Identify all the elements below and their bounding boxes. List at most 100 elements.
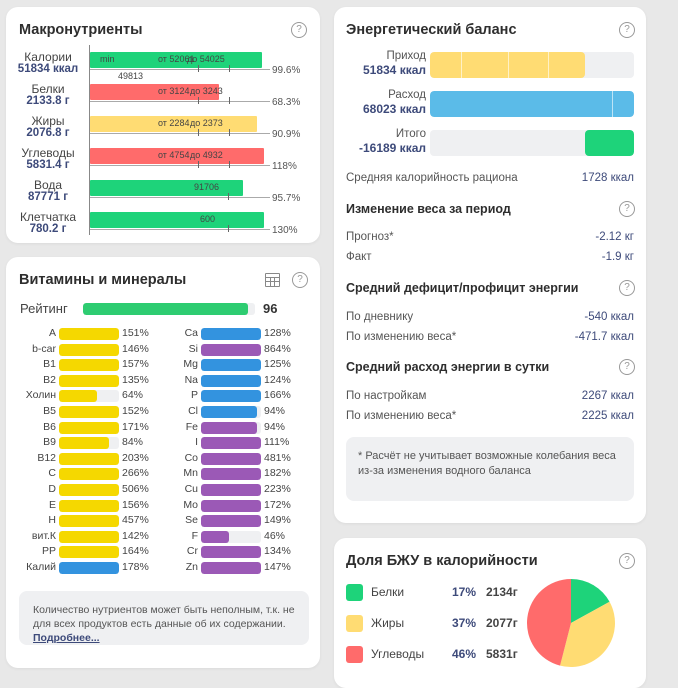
help-icon[interactable]: ? — [619, 201, 635, 217]
bju-legend-item: Углеводы 46% 5831г — [346, 646, 526, 664]
legend-grams: 5831г — [486, 647, 518, 661]
energy-title: Энергетический баланс — [346, 22, 517, 38]
macro-range-line — [90, 69, 270, 70]
legend-grams: 2134г — [486, 585, 518, 599]
macro-value: 2133.8 г — [26, 95, 70, 107]
vitamin-row: b-car 146% — [8, 343, 158, 357]
bju-legend-item: Жиры 37% 2077г — [346, 615, 526, 633]
more-link[interactable]: Подробнее... — [33, 632, 100, 644]
macro-bar — [90, 212, 264, 228]
vitamin-bar — [59, 499, 119, 512]
macro-row: Клетчатка 780.2 г 600 130% — [6, 210, 320, 243]
row-label: По изменению веса* — [346, 410, 457, 422]
vitamin-bar-fill — [59, 437, 110, 450]
vitamin-name: B2 — [43, 373, 56, 386]
vitamin-bar-fill — [59, 421, 119, 434]
vitamin-bar-fill — [201, 546, 261, 559]
macro-range-label: от 52061 — [158, 54, 195, 64]
macro-percent: 90.9% — [272, 129, 301, 140]
energy-bar-value: -16189 ккал — [358, 141, 426, 155]
energy-bar-label: Расход — [388, 89, 426, 101]
vitamin-percent: 134% — [264, 545, 291, 558]
macro-name: Вода — [33, 178, 63, 192]
vitamin-bar-fill — [201, 530, 229, 543]
macro-range-line — [90, 197, 270, 198]
vitamin-bar-fill — [59, 343, 119, 356]
vitamin-name: Se — [185, 514, 198, 527]
help-icon[interactable]: ? — [619, 280, 635, 296]
deficit-title: Средний дефицит/профицит энергии — [346, 281, 579, 295]
macro-bar — [90, 84, 219, 100]
vitamin-bar-fill — [201, 515, 261, 528]
table-icon[interactable] — [265, 273, 280, 287]
macro-tick — [229, 161, 230, 168]
deficit-weight-row: По изменению веса* -471.7 ккал — [346, 331, 634, 343]
vitamin-row: Cr 134% — [150, 545, 300, 559]
vitamin-name: Cr — [186, 545, 198, 558]
help-icon[interactable]: ? — [619, 359, 635, 375]
energy-balance-card: Энергетический баланс ? Приход 51834 ккал… — [334, 7, 646, 523]
help-icon[interactable]: ? — [291, 22, 307, 38]
vitamin-percent: 124% — [264, 373, 291, 386]
vitamin-percent: 146% — [122, 342, 149, 355]
legend-percent: 46% — [452, 647, 477, 661]
pie-slice — [527, 579, 571, 666]
vitamin-name: B9 — [43, 436, 56, 449]
vitamins-card: Витамины и минералы ? Рейтинг 96 A 151% b-… — [6, 257, 320, 668]
macro-bar — [90, 148, 264, 164]
macro-tick — [198, 65, 199, 72]
rating-label: Рейтинг — [20, 301, 68, 316]
energy-bar-segment — [611, 91, 613, 117]
macro-tick — [228, 225, 229, 232]
vitamin-percent: 864% — [264, 342, 291, 355]
vitamin-percent: 46% — [264, 529, 286, 542]
vitamin-row: Co 481% — [150, 452, 300, 466]
spend-weight-row: По изменению веса* 2225 ккал — [346, 410, 634, 422]
vitamin-bar-fill — [201, 421, 258, 434]
vitamin-percent: 203% — [122, 451, 149, 464]
avg-calorie-value: 1728 ккал — [581, 172, 634, 184]
vitamin-row: B12 203% — [8, 452, 158, 466]
macro-value: 51834 ккал — [17, 63, 79, 75]
vitamin-percent: 157% — [122, 358, 149, 371]
macro-range-label: от 2284 — [158, 118, 190, 128]
help-icon[interactable]: ? — [292, 272, 308, 288]
vitamin-bar-fill — [59, 359, 119, 372]
macro-percent: 99.6% — [272, 65, 301, 76]
vitamin-bar-fill — [201, 359, 261, 372]
vitamin-percent: 164% — [122, 545, 149, 558]
vitamin-percent: 178% — [122, 561, 149, 573]
vitamin-percent: 128% — [264, 327, 291, 339]
help-icon[interactable]: ? — [619, 22, 635, 38]
nutrients-note: Количество нутриентов может быть неполны… — [19, 591, 309, 645]
macro-percent: 68.3% — [272, 97, 301, 108]
macronutrients-title: Макронутриенты — [19, 22, 143, 38]
vitamin-bar-fill — [59, 328, 119, 340]
vitamin-bar — [59, 328, 119, 340]
vitamin-percent: 149% — [264, 514, 291, 527]
vitamin-name: Mn — [183, 467, 198, 480]
energy-bar-value: 68023 ккал — [362, 102, 426, 116]
macronutrients-card: Макронутриенты ? Калории 51834 ккал min от … — [6, 7, 320, 243]
vitamin-bar — [201, 530, 261, 543]
legend-swatch — [346, 584, 363, 601]
vitamin-bar — [201, 452, 261, 465]
vitamin-bar — [201, 343, 261, 356]
avg-calorie-row: Средняя калорийность рациона 1728 ккал — [346, 172, 634, 184]
vitamin-bar — [59, 359, 119, 372]
vitamin-percent: 481% — [264, 451, 291, 464]
macro-name: Калории — [24, 50, 72, 64]
vitamin-row: Si 864% — [150, 343, 300, 357]
vitamin-bar — [59, 421, 119, 434]
macro-bar — [90, 52, 263, 68]
macro-row: Белки 2133.8 г от 3124 до 3243 68.3% — [6, 82, 320, 116]
vitamin-bar — [59, 562, 119, 574]
energy-bar-fill — [585, 130, 634, 156]
bju-title: Доля БЖУ в калорийности — [346, 553, 538, 569]
vitamin-percent: 64% — [122, 389, 144, 402]
vitamin-bar — [59, 546, 119, 559]
legend-swatch — [346, 615, 363, 632]
help-icon[interactable]: ? — [619, 553, 635, 569]
vitamin-name: B12 — [37, 451, 56, 464]
vitamin-row: Na 124% — [150, 374, 300, 388]
